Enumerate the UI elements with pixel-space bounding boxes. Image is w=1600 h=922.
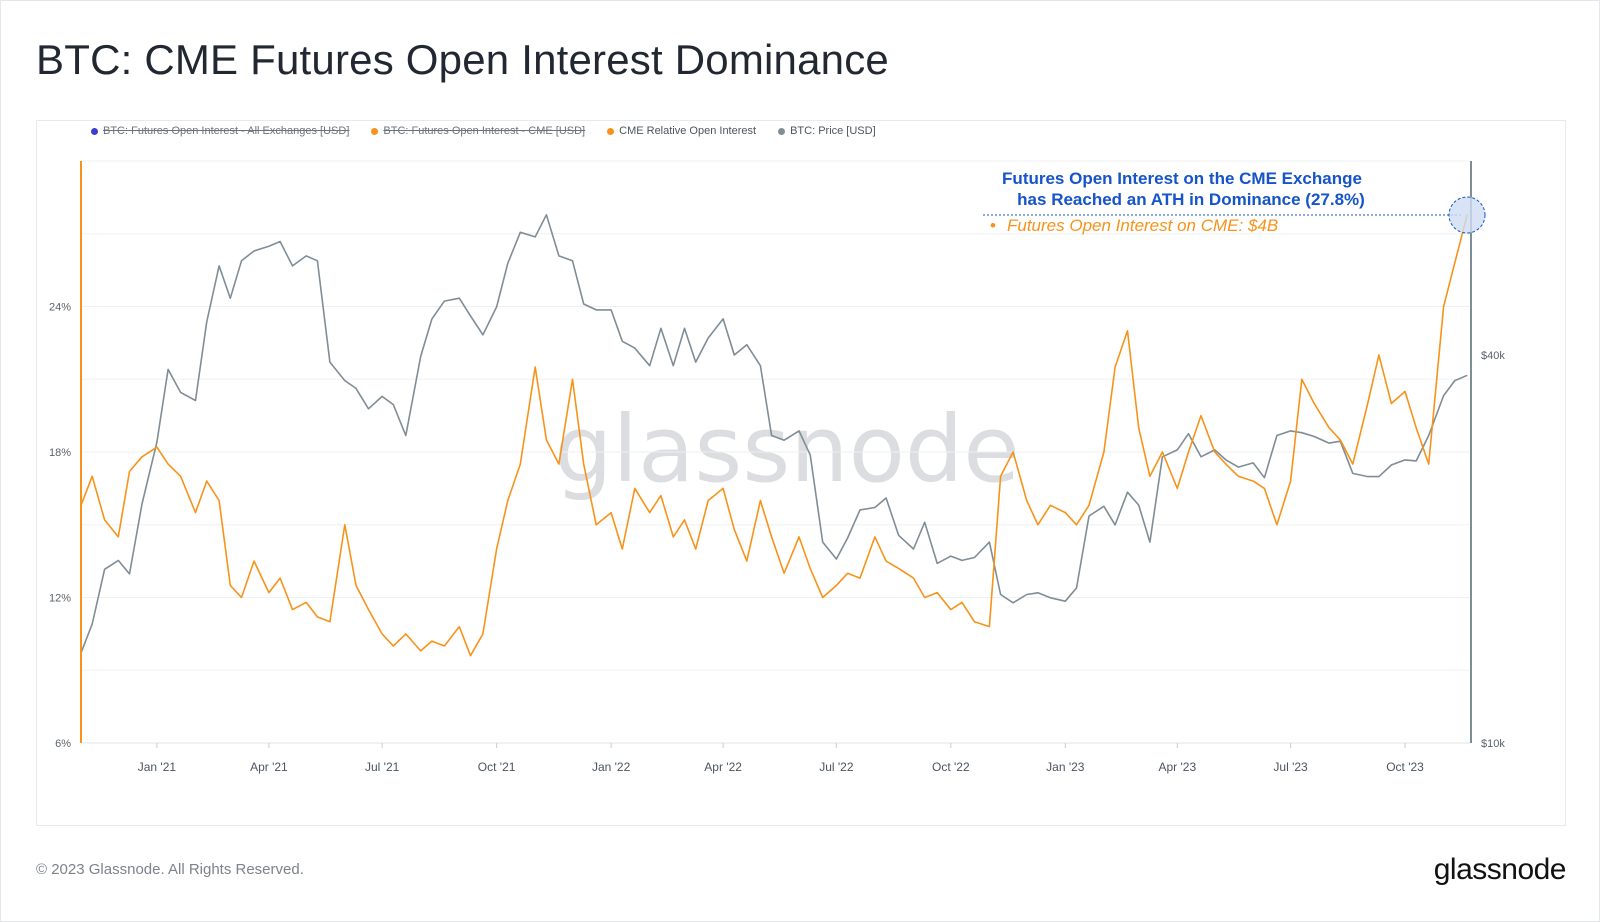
copyright-text: © 2023 Glassnode. All Rights Reserved. — [36, 861, 304, 878]
x-tick-label: Apr '23 — [1158, 760, 1196, 774]
x-tick-label: Jul '22 — [819, 760, 854, 774]
chart-legend: BTC: Futures Open Interest - All Exchang… — [91, 125, 876, 137]
glassnode-logo: glassnode — [1433, 853, 1567, 886]
annotation-line-2: has Reached an ATH in Dominance (27.8%) — [1017, 190, 1365, 209]
legend-item-oi-cme[interactable]: BTC: Futures Open Interest - CME [USD] — [371, 125, 585, 137]
x-tick-label: Jan '21 — [138, 760, 177, 774]
legend-dot — [91, 127, 98, 135]
annotation-bullet: • — [990, 216, 996, 235]
chart-svg: glassnode 6% 12% 18% 24% $10k $40k Jan '21 Apr … — [49, 160, 1505, 774]
x-tick-label: Oct '21 — [478, 760, 516, 774]
legend-label: BTC: Futures Open Interest - All Exchang… — [103, 125, 350, 137]
x-tick-label: Oct '22 — [932, 760, 970, 774]
legend-dot — [778, 127, 786, 135]
watermark-text: glassnode — [554, 396, 1020, 503]
annotation-line-1: Futures Open Interest on the CME Exchang… — [1002, 169, 1362, 188]
y-right-tick-label: $40k — [1481, 350, 1505, 362]
legend-label: BTC: Price [USD] — [790, 125, 876, 137]
x-tick-label: Apr '22 — [704, 760, 742, 774]
series-line-cme-relative-oi[interactable] — [80, 214, 1469, 657]
x-tick-label: Jan '22 — [592, 760, 631, 774]
legend-label: BTC: Futures Open Interest - CME [USD] — [383, 125, 586, 137]
grid-layer — [81, 160, 1471, 744]
series-layer — [80, 214, 1469, 657]
x-tick-label: Oct '23 — [1386, 760, 1424, 774]
legend-dot — [607, 127, 615, 135]
y-left-tick-label: 12% — [49, 593, 71, 605]
page-title: BTC: CME Futures Open Interest Dominance — [36, 36, 889, 83]
legend-item-btc-price[interactable]: BTC: Price [USD] — [778, 125, 876, 137]
legend-item-oi-all-exchanges[interactable]: BTC: Futures Open Interest - All Exchang… — [91, 125, 349, 137]
series-line-btc-price[interactable] — [80, 214, 1468, 654]
x-tick-label: Jul '23 — [1273, 760, 1308, 774]
annotation-layer: Futures Open Interest on the CME Exchang… — [983, 169, 1486, 235]
legend-item-cme-relative-oi[interactable]: CME Relative Open Interest — [607, 125, 756, 137]
y-left-tick-label: 18% — [49, 447, 71, 459]
axis-layer: 6% 12% 18% 24% $10k $40k Jan '21 Apr '21 Jul '21… — [49, 161, 1505, 774]
y-left-tick-label: 6% — [55, 738, 71, 750]
ath-highlight-circle[interactable] — [1448, 196, 1486, 234]
y-right-tick-label: $10k — [1481, 738, 1505, 750]
annotation-line-3: Futures Open Interest on CME: $4B — [1007, 216, 1278, 235]
y-left-tick-label: 24% — [49, 302, 71, 314]
chart-panel: BTC: Futures Open Interest - All Exchang… — [36, 120, 1566, 826]
x-tick-label: Jan '23 — [1046, 760, 1085, 774]
legend-dot — [371, 127, 379, 135]
x-tick-label: Apr '21 — [250, 760, 288, 774]
x-tick-label: Jul '21 — [365, 760, 400, 774]
legend-label: CME Relative Open Interest — [619, 125, 757, 137]
